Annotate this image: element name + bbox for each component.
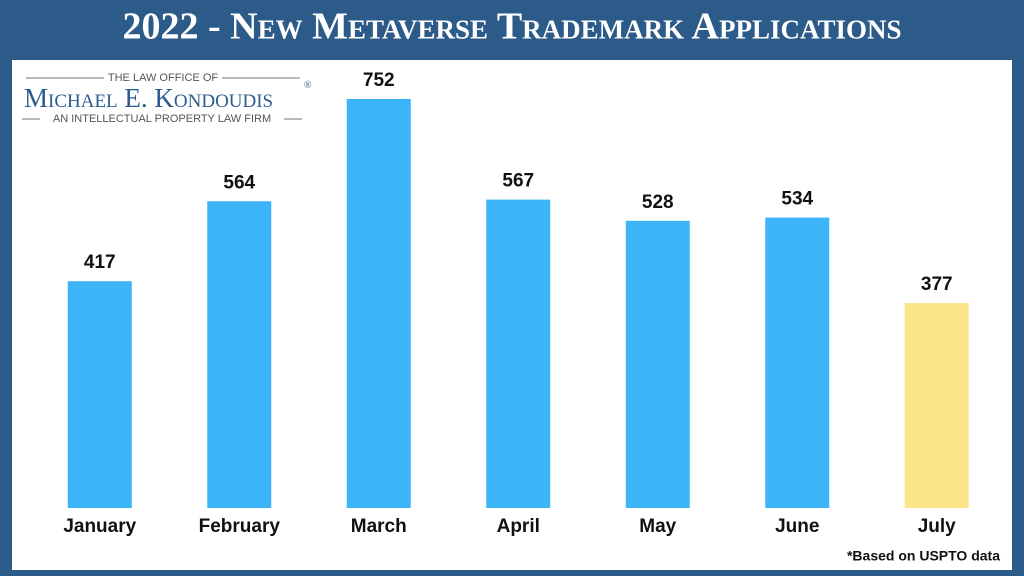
logo: THE LAW OFFICE OF Michael E. Kondoudis ®… bbox=[22, 72, 312, 125]
bar bbox=[486, 199, 551, 508]
bar bbox=[765, 217, 830, 509]
value-label: 534 bbox=[781, 189, 813, 210]
x-tick-label: May bbox=[639, 516, 676, 537]
bar bbox=[346, 99, 411, 508]
bar bbox=[67, 281, 132, 508]
value-label: 528 bbox=[642, 192, 674, 213]
x-tick-label: January bbox=[63, 516, 136, 537]
logo-name: Michael E. Kondoudis bbox=[24, 83, 273, 113]
bar bbox=[625, 220, 690, 509]
value-label: 564 bbox=[223, 172, 255, 193]
value-label: 377 bbox=[921, 274, 953, 295]
x-tick-label: July bbox=[918, 516, 956, 537]
x-tick-label: April bbox=[497, 516, 540, 537]
x-tick-label: March bbox=[351, 516, 407, 537]
x-tick-label: June bbox=[775, 516, 819, 537]
logo-top: THE LAW OFFICE OF bbox=[108, 72, 218, 84]
bar bbox=[207, 201, 272, 508]
value-label: 752 bbox=[363, 70, 395, 91]
bar bbox=[904, 302, 969, 508]
logo-mark: ® bbox=[304, 80, 312, 91]
chart-title: 2022 - New Metaverse Trademark Applicati… bbox=[122, 6, 901, 48]
x-tick-label: February bbox=[199, 516, 281, 537]
value-label: 417 bbox=[84, 252, 116, 273]
footnote: *Based on USPTO data bbox=[847, 548, 1000, 564]
value-label: 567 bbox=[502, 171, 534, 192]
logo-bottom: AN INTELLECTUAL PROPERTY LAW FIRM bbox=[53, 113, 271, 125]
